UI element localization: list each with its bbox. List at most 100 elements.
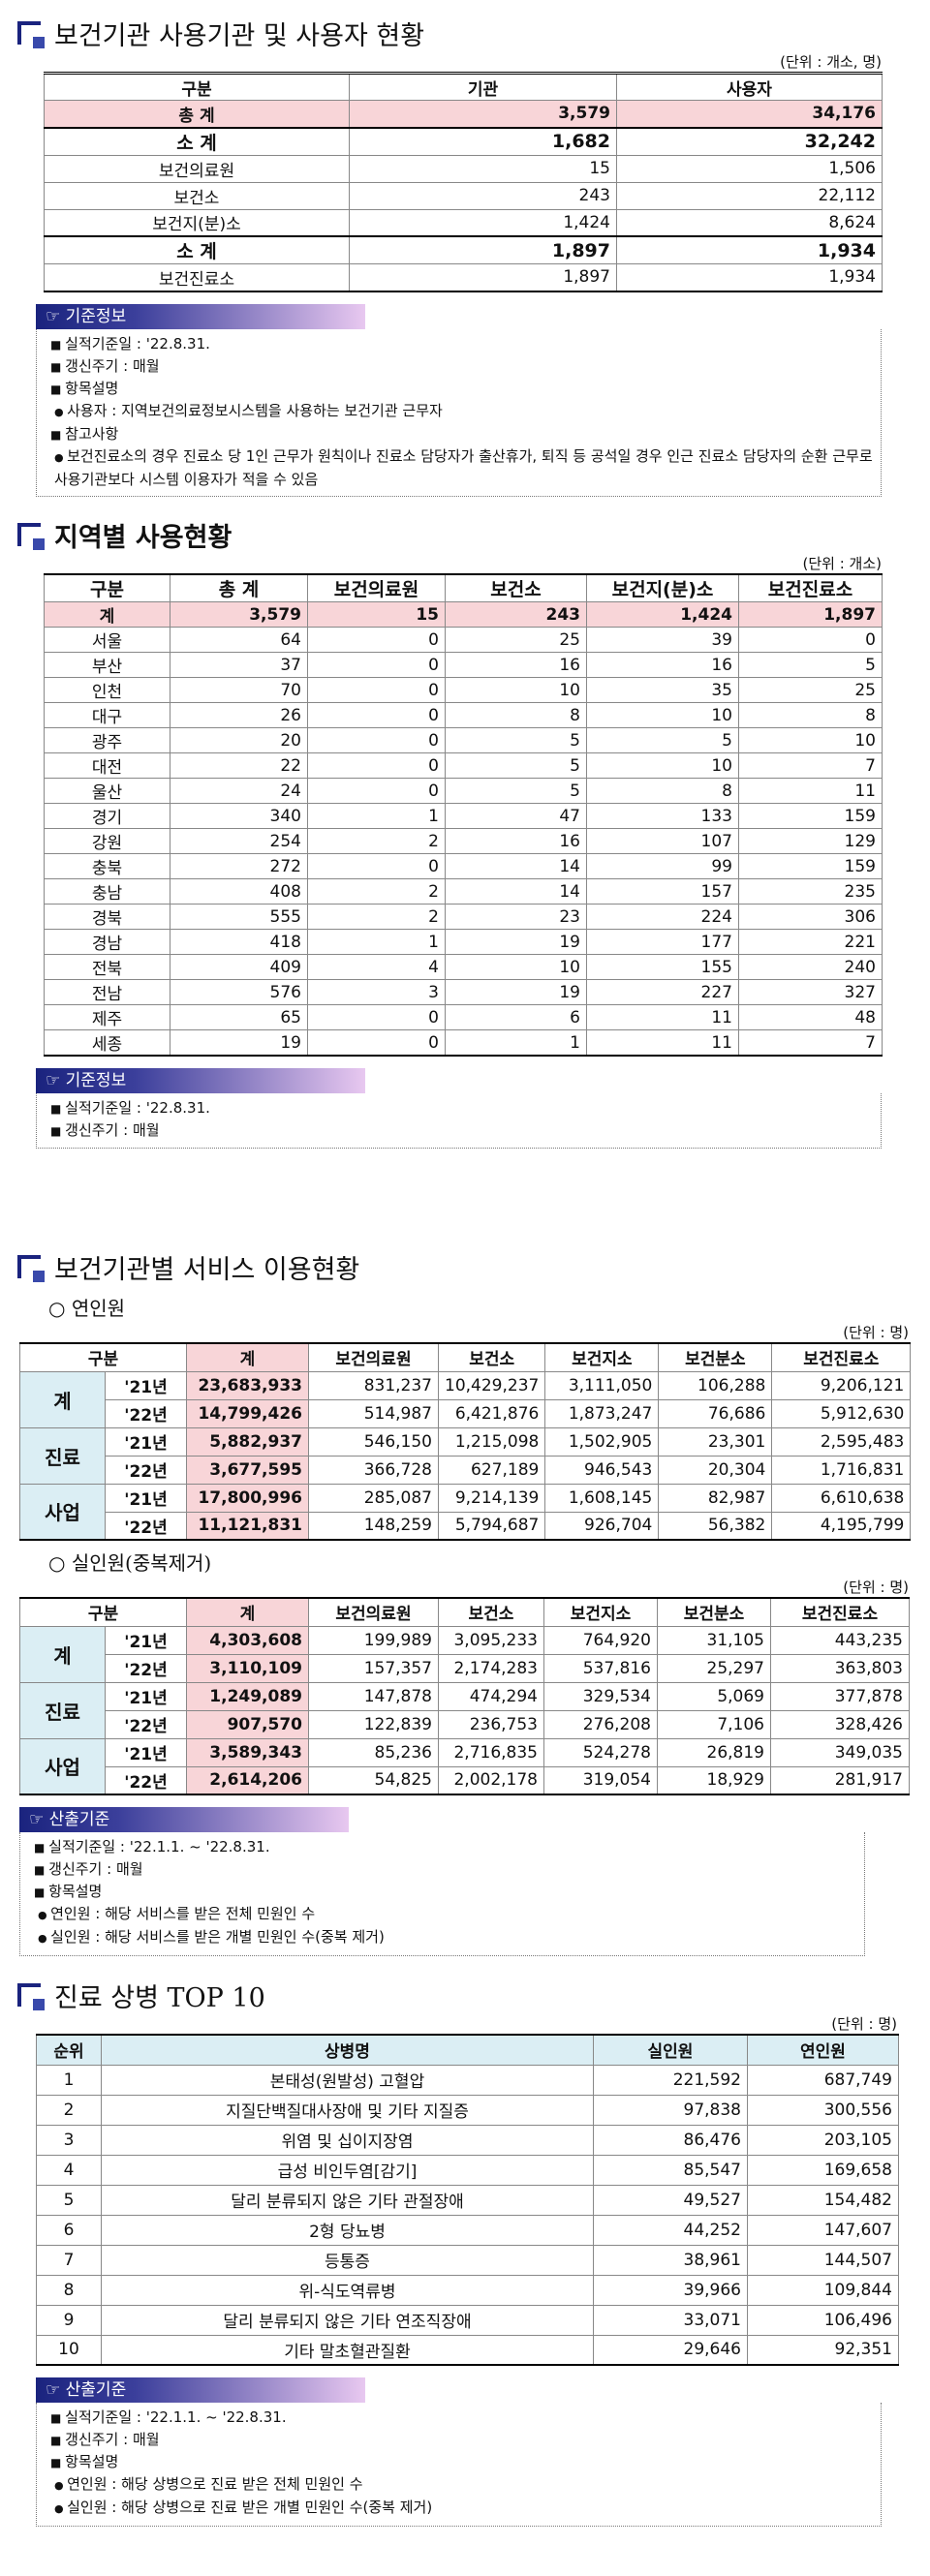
header-cell: 보건진료소 xyxy=(771,1342,912,1372)
table-cell: 159 xyxy=(738,803,883,829)
table-cell: 8 xyxy=(445,702,587,728)
table-cell: 3,677,595 xyxy=(186,1455,309,1485)
info-item: 항목설명 xyxy=(50,378,873,400)
table-cell: 2 xyxy=(36,2094,102,2126)
info-body: 실적기준일 : '22.8.31.갱신주기 : 매월 xyxy=(36,1093,882,1149)
header-cell: 보건분소 xyxy=(657,1597,771,1627)
table-cell: 254 xyxy=(170,828,308,854)
table-row: 2 지질단백질대사장애 및 기타 지질증 97,838 300,556 xyxy=(36,2094,899,2126)
table-cell: 19 xyxy=(445,979,587,1005)
table-cell: 1,502,905 xyxy=(544,1426,660,1457)
table-row: 전남 576 3 19 227 327 xyxy=(44,979,883,1005)
table-row: '22년 11,121,831 148,259 5,794,687 926,704 56,… xyxy=(20,1511,912,1541)
title-text: 보건기관별 서비스 이용현황 xyxy=(54,1254,360,1285)
table-cell: 20,304 xyxy=(658,1455,773,1485)
group-cell: 진료 xyxy=(19,1426,106,1485)
table-cell: 5,882,937 xyxy=(186,1426,309,1457)
header-cell: 총 계 xyxy=(170,573,308,602)
table-cell: 2,002,178 xyxy=(438,1765,544,1795)
table-row: 강원 254 2 16 107 129 xyxy=(44,828,883,854)
table-cell: 7 xyxy=(738,752,883,779)
table-cell: 1,934 xyxy=(616,235,883,264)
table-cell: 보건진료소 xyxy=(44,263,350,291)
table-cell: 6 xyxy=(36,2214,102,2246)
year-cell: '21년 xyxy=(105,1625,187,1655)
title-icon xyxy=(17,1983,45,2010)
title-text: 보건기관 사용기관 및 사용자 현황 xyxy=(54,20,425,51)
table-cell: 199,989 xyxy=(308,1625,439,1655)
header-cell: 상병명 xyxy=(101,2034,594,2066)
table-cell: 울산 xyxy=(44,778,170,804)
table-row: 인천 70 0 10 35 25 xyxy=(44,677,883,703)
table-cell: 16 xyxy=(445,828,587,854)
table-cell: 546,150 xyxy=(308,1426,439,1457)
table-cell: 15 xyxy=(307,601,446,628)
table-cell: 26 xyxy=(170,702,308,728)
table-cell: 2형 당뇨병 xyxy=(101,2214,594,2246)
table-row: 대구 26 0 8 10 8 xyxy=(44,702,883,728)
table-cell: 3 xyxy=(307,979,446,1005)
unit-label: (단위 : 명) xyxy=(843,1579,909,1596)
table-cell: 2,614,206 xyxy=(186,1765,309,1795)
data-table: 구분 기관 사용자 총 계 3,579 34,176 소 계 1,682 32,242 보건의료원… xyxy=(44,72,883,292)
table-cell: 3,110,109 xyxy=(186,1653,309,1683)
table-row: 보건소 243 22,112 xyxy=(44,181,883,210)
table-cell: 37 xyxy=(170,652,308,678)
header-cell: 사용자 xyxy=(616,73,883,101)
unit-label: (단위 : 개소) xyxy=(802,555,883,572)
table-cell: 9,206,121 xyxy=(771,1370,912,1400)
table-cell: 총 계 xyxy=(44,100,350,128)
table-cell: 5 xyxy=(586,727,739,753)
info-subitem: 연인원 : 해당 상병으로 진료 받은 전체 민원인 수 xyxy=(50,2473,873,2497)
table-cell: 8 xyxy=(738,702,883,728)
data-table: 구분 계 보건의료원 보건소 보건지소 보건분소 보건진료소 계 '21년 23,683,933 8… xyxy=(19,1342,912,1541)
year-cell: '22년 xyxy=(105,1455,187,1485)
table-cell: 1,897 xyxy=(349,235,617,264)
table-cell: 강원 xyxy=(44,828,170,854)
header-cell: 보건진료소 xyxy=(738,573,883,602)
table-cell: 1 xyxy=(445,1029,587,1057)
table-cell: 2 xyxy=(307,828,446,854)
section-title: 지역별 사용현황 xyxy=(17,515,930,554)
table-cell: 지질단백질대사장애 및 기타 지질증 xyxy=(101,2094,594,2126)
table-row: '22년 2,614,206 54,825 2,002,178 319,054 18,92… xyxy=(20,1765,910,1795)
year-cell: '22년 xyxy=(105,1398,187,1428)
table-cell: 764,920 xyxy=(543,1625,658,1655)
table-cell: 16 xyxy=(445,652,587,678)
info-item: 항목설명 xyxy=(50,2451,873,2473)
table-cell: 20 xyxy=(170,727,308,753)
table-row: 보건진료소 1,897 1,934 xyxy=(44,263,883,291)
table-cell: 10 xyxy=(738,727,883,753)
header-cell: 구분 xyxy=(19,1597,187,1627)
table-cell: 소 계 xyxy=(44,235,350,264)
table-cell: 14,799,426 xyxy=(186,1398,309,1428)
table-cell: 10 xyxy=(586,752,739,779)
table-row: 소 계 1,897 1,934 xyxy=(44,235,883,264)
info-item: 실적기준일 : '22.1.1. ~ '22.8.31. xyxy=(50,2407,873,2429)
table-cell: 243 xyxy=(445,601,587,628)
table-cell: 19 xyxy=(170,1029,308,1057)
table-cell: 15 xyxy=(349,154,617,183)
table-cell: 9,214,139 xyxy=(437,1483,546,1513)
table-cell: 1,424 xyxy=(586,601,739,628)
section: 진료 상병 TOP 10 (단위 : 명) 순위 상병명 실인원 연인원 1 본태성(원발성)… xyxy=(0,1976,930,2527)
table-cell: 11 xyxy=(586,1029,739,1057)
year-cell: '21년 xyxy=(105,1426,187,1457)
table-row: 5 달리 분류되지 않은 기타 관절장애 49,527 154,482 xyxy=(36,2184,899,2216)
info-item: 갱신주기 : 매월 xyxy=(34,1858,856,1881)
table-cell: 0 xyxy=(307,702,446,728)
table-cell: 49,527 xyxy=(593,2184,748,2216)
title-icon xyxy=(17,21,45,48)
table-cell: 14 xyxy=(445,853,587,879)
table-cell: 3 xyxy=(36,2124,102,2156)
table-row: 경남 418 1 19 177 221 xyxy=(44,929,883,955)
table-cell: 240 xyxy=(738,954,883,980)
table-cell: 147,607 xyxy=(747,2214,899,2246)
table-cell: 6,421,876 xyxy=(437,1398,546,1428)
header-row: 구분 기관 사용자 xyxy=(44,73,883,101)
year-cell: '21년 xyxy=(105,1681,187,1711)
table-cell: 경남 xyxy=(44,929,170,955)
table-cell: 86,476 xyxy=(593,2124,748,2156)
table-cell: 285,087 xyxy=(308,1483,439,1513)
